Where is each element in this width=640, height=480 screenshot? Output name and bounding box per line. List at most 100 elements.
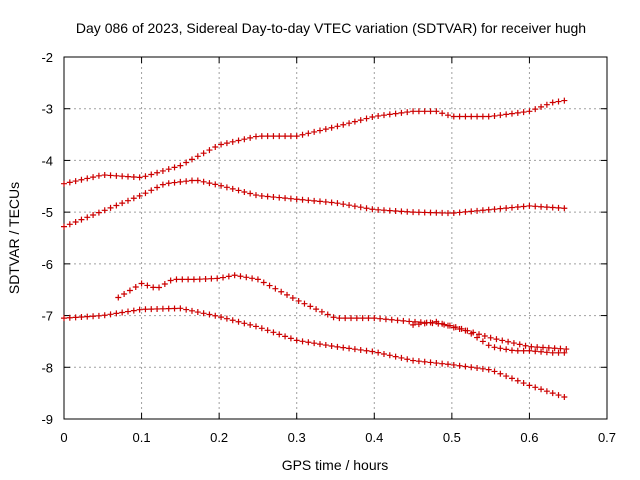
data-point bbox=[342, 315, 349, 322]
data-point bbox=[289, 294, 296, 301]
data-point bbox=[514, 204, 521, 211]
data-point bbox=[493, 336, 500, 343]
data-point bbox=[148, 306, 155, 313]
data-point bbox=[148, 171, 155, 178]
data-point bbox=[497, 205, 504, 212]
data-point bbox=[165, 305, 172, 312]
data-point bbox=[410, 209, 417, 216]
data-point bbox=[72, 314, 79, 321]
y-tick-label: -2 bbox=[41, 50, 53, 65]
data-point bbox=[177, 162, 184, 169]
x-axis-label: GPS time / hours bbox=[282, 457, 389, 473]
data-point bbox=[322, 198, 329, 205]
data-point bbox=[130, 173, 137, 180]
data-point bbox=[462, 113, 469, 120]
data-point bbox=[526, 202, 533, 209]
data-point bbox=[334, 200, 341, 207]
chart-title: Day 086 of 2023, Sidereal Day-to-day VTE… bbox=[76, 20, 586, 36]
data-point bbox=[508, 110, 515, 117]
data-point bbox=[264, 327, 271, 334]
data-point bbox=[415, 209, 422, 216]
data-point bbox=[357, 204, 364, 211]
data-point bbox=[305, 339, 312, 346]
data-point bbox=[287, 335, 294, 342]
data-point bbox=[433, 360, 440, 367]
data-point bbox=[538, 203, 545, 210]
data-point bbox=[200, 178, 207, 185]
y-tick-labels: -9 -8 -7 -6 -5 -4 -3 -2 bbox=[41, 50, 53, 427]
data-point bbox=[194, 177, 201, 184]
data-point bbox=[278, 288, 285, 295]
y-tick-label: -6 bbox=[41, 257, 53, 272]
data-point bbox=[351, 346, 358, 353]
data-point bbox=[380, 112, 387, 119]
data-point bbox=[427, 319, 434, 326]
data-point bbox=[415, 321, 422, 328]
data-point bbox=[235, 187, 242, 194]
data-point bbox=[421, 358, 428, 365]
data-point bbox=[380, 350, 387, 357]
data-point bbox=[247, 134, 254, 141]
data-point bbox=[113, 172, 120, 179]
data-point bbox=[258, 192, 265, 199]
data-point bbox=[476, 331, 483, 338]
data-point bbox=[241, 136, 248, 143]
data-point bbox=[427, 209, 434, 216]
data-point bbox=[386, 111, 393, 118]
data-point bbox=[252, 192, 259, 199]
data-point bbox=[159, 305, 166, 312]
data-point bbox=[375, 112, 382, 119]
data-point bbox=[410, 357, 417, 364]
data-point bbox=[136, 192, 143, 199]
data-point bbox=[450, 209, 457, 216]
data-point bbox=[532, 348, 539, 355]
data-point bbox=[200, 150, 207, 157]
data-point bbox=[555, 392, 562, 399]
data-point bbox=[456, 113, 463, 120]
data-point bbox=[520, 380, 527, 387]
data-point bbox=[324, 311, 331, 318]
data-point bbox=[468, 330, 475, 337]
data-point bbox=[456, 362, 463, 369]
data-point bbox=[243, 274, 250, 281]
data-point bbox=[318, 308, 325, 315]
data-point bbox=[266, 282, 273, 289]
data-point bbox=[503, 373, 510, 380]
data-point bbox=[365, 315, 372, 322]
data-point bbox=[316, 341, 323, 348]
data-point bbox=[177, 305, 184, 312]
data-point bbox=[375, 349, 382, 356]
data-point bbox=[485, 342, 492, 349]
data-point bbox=[276, 331, 283, 338]
data-point bbox=[404, 356, 411, 363]
data-point bbox=[138, 280, 145, 287]
data-point bbox=[299, 196, 306, 203]
data-point bbox=[188, 307, 195, 314]
data-point bbox=[474, 334, 481, 341]
series-s2 bbox=[61, 177, 568, 230]
data-point bbox=[229, 317, 236, 324]
data-point bbox=[491, 368, 498, 375]
data-point bbox=[229, 138, 236, 145]
data-point bbox=[532, 384, 539, 391]
data-point bbox=[340, 201, 347, 208]
data-point bbox=[206, 147, 213, 154]
data-point bbox=[503, 346, 510, 353]
x-tick-label: 0.5 bbox=[443, 430, 461, 445]
data-point bbox=[307, 303, 314, 310]
data-point bbox=[61, 180, 67, 187]
data-point bbox=[410, 108, 417, 115]
data-point bbox=[66, 221, 73, 228]
data-point bbox=[156, 284, 163, 291]
data-point bbox=[287, 133, 294, 140]
series-s4 bbox=[61, 305, 568, 401]
data-point bbox=[142, 173, 149, 180]
data-point bbox=[247, 321, 254, 328]
y-tick-label: -5 bbox=[41, 205, 53, 220]
data-point bbox=[468, 208, 475, 215]
data-point bbox=[252, 323, 259, 330]
data-point bbox=[322, 342, 329, 349]
data-point bbox=[334, 343, 341, 350]
data-point bbox=[159, 167, 166, 174]
data-point bbox=[528, 343, 535, 350]
